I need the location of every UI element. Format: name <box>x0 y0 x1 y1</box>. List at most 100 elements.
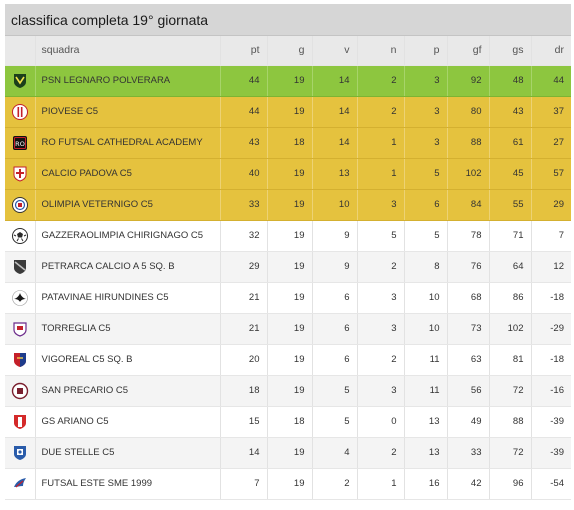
stat-gf: 56 <box>447 375 490 407</box>
stat-pt: 14 <box>220 437 268 469</box>
team-name[interactable]: PETRARCA CALCIO A 5 Sq. B <box>35 251 221 283</box>
stat-p: 16 <box>404 468 448 500</box>
header-team[interactable]: squadra <box>35 36 221 66</box>
team-logo-cell <box>5 158 36 190</box>
header-gf[interactable]: gf <box>447 36 490 66</box>
stat-n: 2 <box>357 344 405 376</box>
table-row[interactable]: GS ARIANO C5 15 18 5 0 13 49 88 -39 <box>5 406 571 438</box>
stat-dr: -18 <box>531 344 571 376</box>
table-row[interactable]: DUE STELLE C5 14 19 4 2 13 33 72 -39 <box>5 437 571 469</box>
team-name[interactable]: PIOVESE C5 <box>35 96 221 128</box>
stat-p: 3 <box>404 96 448 128</box>
header-v[interactable]: v <box>312 36 358 66</box>
table-row[interactable]: TORREGLIA C5 21 19 6 3 10 73 102 -29 <box>5 313 571 345</box>
team-name[interactable]: RO FUTSAL CATHEDRAL ACADEMY <box>35 127 221 159</box>
stat-gs: 96 <box>489 468 532 500</box>
stat-gs: 81 <box>489 344 532 376</box>
header-pt[interactable]: pt <box>220 36 268 66</box>
table-row[interactable]: SAN PRECARIO C5 18 19 5 3 11 56 72 -16 <box>5 375 571 407</box>
stat-v: 2 <box>312 468 358 500</box>
stat-p: 10 <box>404 282 448 314</box>
header-g[interactable]: g <box>267 36 313 66</box>
team-name[interactable]: VIGOREAL C5 Sq. B <box>35 344 221 376</box>
team-name[interactable]: PATAVINAE HIRUNDINES C5 <box>35 282 221 314</box>
stat-n: 3 <box>357 375 405 407</box>
table-row[interactable]: PSN LEGNARO POLVERARA 44 19 14 2 3 92 48 44 <box>5 65 571 97</box>
standings-table: squadra pt g v n p gf gs dr PSN LEGNARO … <box>5 36 571 500</box>
team-name[interactable]: FUTSAL ESTE SME 1999 <box>35 468 221 500</box>
table-header-row: squadra pt g v n p gf gs dr <box>5 36 571 66</box>
stat-v: 14 <box>312 127 358 159</box>
team-name[interactable]: GAZZERAOLIMPIA CHIRIGNAGO C5 <box>35 220 221 252</box>
team-logo-cell <box>5 468 36 500</box>
stat-v: 6 <box>312 313 358 345</box>
stat-g: 19 <box>267 375 313 407</box>
stat-g: 19 <box>267 344 313 376</box>
team-name[interactable]: CALCIO PADOVA C5 <box>35 158 221 190</box>
stat-n: 3 <box>357 313 405 345</box>
table-row[interactable]: RO RO FUTSAL CATHEDRAL ACADEMY 43 18 14 1 3 88 6… <box>5 127 571 159</box>
standings-widget: classifica completa 19° giornata squadra… <box>5 4 571 500</box>
stat-gs: 48 <box>489 65 532 97</box>
stat-p: 11 <box>404 375 448 407</box>
team-name[interactable]: OLIMPIA VETERNIGO C5 <box>35 189 221 221</box>
svg-text:RO: RO <box>15 140 25 148</box>
stat-dr: -39 <box>531 437 571 469</box>
stat-n: 1 <box>357 158 405 190</box>
table-row[interactable]: CALCIO PADOVA C5 40 19 13 1 5 102 45 57 <box>5 158 571 190</box>
header-p[interactable]: p <box>404 36 448 66</box>
stat-dr: 37 <box>531 96 571 128</box>
team-logo-cell <box>5 96 36 128</box>
stat-n: 3 <box>357 282 405 314</box>
stat-dr: -16 <box>531 375 571 407</box>
ro-badge-logo-icon: RO <box>11 134 29 152</box>
stat-n: 3 <box>357 189 405 221</box>
stat-gf: 76 <box>447 251 490 283</box>
stat-dr: 57 <box>531 158 571 190</box>
stat-v: 13 <box>312 158 358 190</box>
stat-gs: 64 <box>489 251 532 283</box>
stat-gs: 43 <box>489 96 532 128</box>
stat-g: 19 <box>267 437 313 469</box>
stat-pt: 18 <box>220 375 268 407</box>
team-name[interactable]: GS ARIANO C5 <box>35 406 221 438</box>
table-row[interactable]: PETRARCA CALCIO A 5 Sq. B 29 19 9 2 8 76 64 12 <box>5 251 571 283</box>
header-logo <box>5 36 36 66</box>
table-row[interactable]: GAZZERAOLIMPIA CHIRIGNAGO C5 32 19 9 5 5 78 71 7 <box>5 220 571 252</box>
team-name[interactable]: PSN LEGNARO POLVERARA <box>35 65 221 97</box>
table-row[interactable]: VIGOREAL C5 Sq. B 20 19 6 2 11 63 81 -18 <box>5 344 571 376</box>
table-row[interactable]: FUTSAL ESTE SME 1999 7 19 2 1 16 42 96 -54 <box>5 468 571 500</box>
standings-title: classifica completa 19° giornata <box>5 4 571 36</box>
table-row[interactable]: PIOVESE C5 44 19 14 2 3 80 43 37 <box>5 96 571 128</box>
stat-n: 2 <box>357 437 405 469</box>
stat-dr: 29 <box>531 189 571 221</box>
stat-pt: 21 <box>220 282 268 314</box>
team-name[interactable]: TORREGLIA C5 <box>35 313 221 345</box>
table-row[interactable]: PATAVINAE HIRUNDINES C5 21 19 6 3 10 68 86 -18 <box>5 282 571 314</box>
stat-dr: 12 <box>531 251 571 283</box>
stat-gf: 63 <box>447 344 490 376</box>
stat-v: 5 <box>312 375 358 407</box>
stat-n: 0 <box>357 406 405 438</box>
header-dr[interactable]: dr <box>531 36 571 66</box>
team-logo-cell <box>5 375 36 407</box>
stat-g: 19 <box>267 220 313 252</box>
stat-n: 5 <box>357 220 405 252</box>
stat-n: 1 <box>357 127 405 159</box>
team-logo-cell <box>5 437 36 469</box>
header-gs[interactable]: gs <box>489 36 532 66</box>
wing-logo-icon <box>11 475 29 493</box>
stat-v: 6 <box>312 344 358 376</box>
stat-g: 19 <box>267 65 313 97</box>
stat-g: 19 <box>267 282 313 314</box>
stat-p: 3 <box>404 127 448 159</box>
stat-v: 14 <box>312 65 358 97</box>
team-name[interactable]: SAN PRECARIO C5 <box>35 375 221 407</box>
header-n[interactable]: n <box>357 36 405 66</box>
team-name[interactable]: DUE STELLE C5 <box>35 437 221 469</box>
stat-v: 9 <box>312 251 358 283</box>
stat-n: 2 <box>357 96 405 128</box>
table-row[interactable]: OLIMPIA VETERNIGO C5 33 19 10 3 6 84 55 29 <box>5 189 571 221</box>
stat-pt: 21 <box>220 313 268 345</box>
maroon-crest-logo-icon <box>11 382 29 400</box>
